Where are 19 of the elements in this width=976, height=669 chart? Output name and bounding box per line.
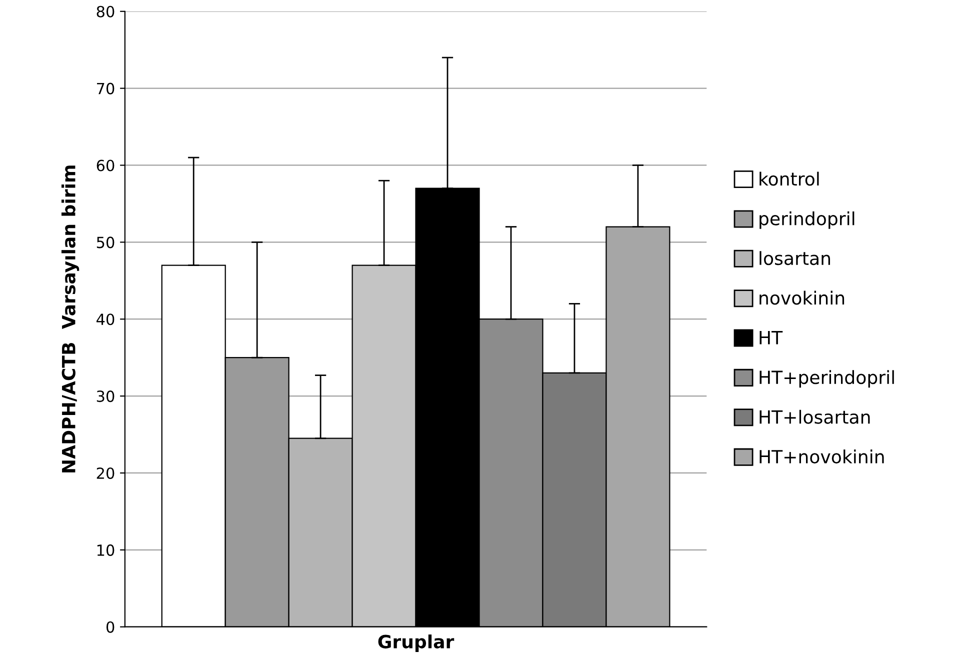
legend-label: losartan: [760, 251, 830, 266]
legend-label: novokinin: [760, 290, 844, 305]
legend-label: kontrol: [760, 172, 819, 186]
y-tick-label: 50: [96, 236, 114, 248]
y-tick-label: 40: [96, 314, 114, 326]
y-tick-label: 80: [96, 6, 114, 18]
legend-label: HT+losartan: [760, 410, 870, 424]
y-axis-title: NADPH/ACTB Varsayılan birim: [61, 166, 80, 472]
y-tick-label: 30: [96, 390, 114, 402]
legend-label: HT: [760, 331, 783, 344]
y-tick-label: 0: [106, 621, 114, 633]
y-tick-label: 20: [96, 467, 114, 480]
y-tick-label: 60: [96, 160, 114, 172]
y-tick-label: 70: [97, 82, 114, 94]
legend-label: HT+perindopril: [760, 370, 894, 388]
x-axis-title: Gruplar: [378, 634, 454, 652]
legend-label: perindopril: [760, 211, 854, 229]
legend-label: HT+novokinin: [760, 450, 884, 464]
y-tick-label: 10: [97, 544, 114, 556]
